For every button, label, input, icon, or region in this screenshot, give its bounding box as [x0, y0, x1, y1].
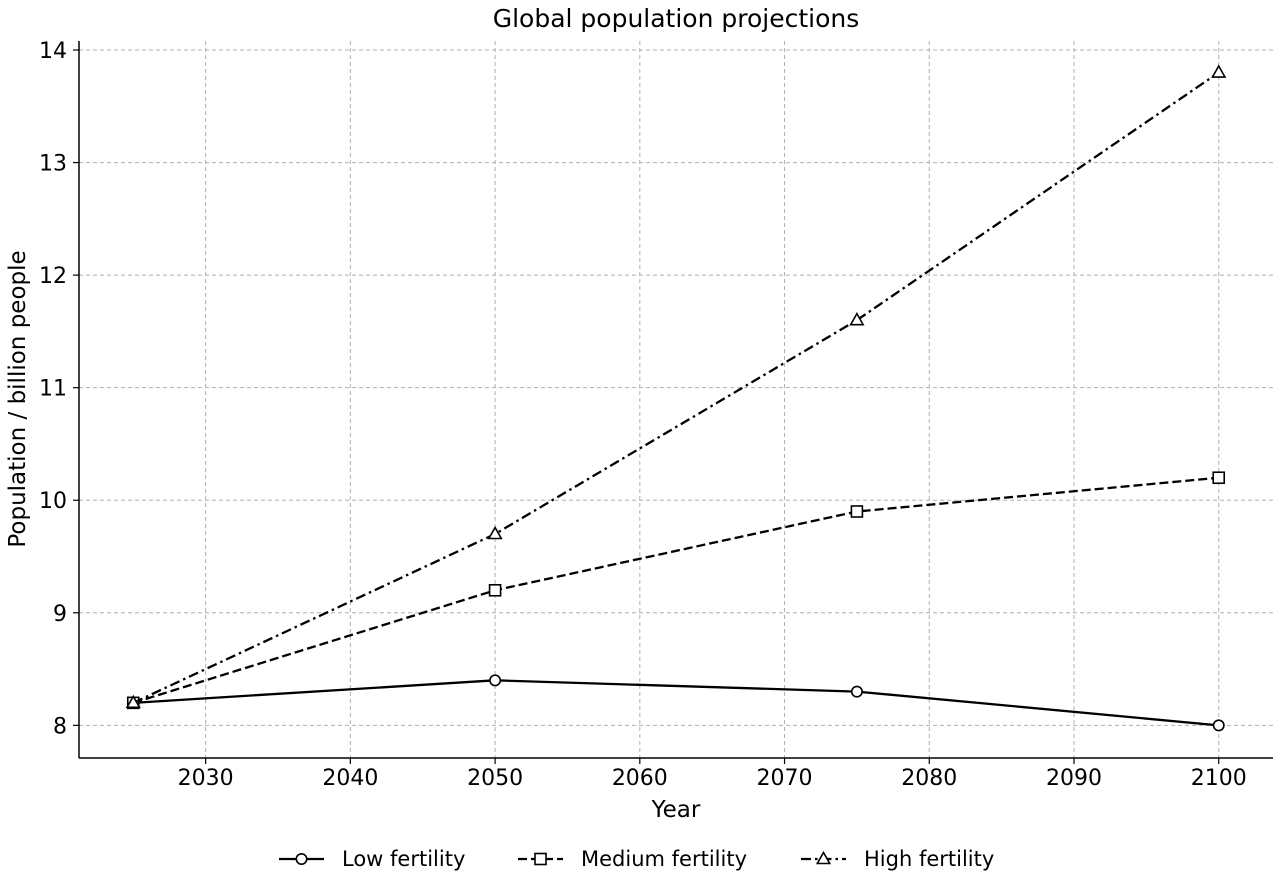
x-tick-label: 2040: [322, 766, 378, 791]
data-point-medium-fertility: [1212, 471, 1226, 485]
axes: 2030 2040 2050 2060 2070 2080 2090 2100 8 9 10 11 12…: [39, 39, 1273, 791]
series-medium-fertility: [126, 471, 1226, 710]
data-point-low-fertility: [1212, 719, 1225, 732]
legend-marker-low-fertility: [295, 852, 308, 865]
x-tick-label: 2100: [1191, 766, 1247, 791]
y-tick-label: 13: [39, 152, 67, 177]
legend: Low fertility Medium fertility High fertil…: [279, 847, 994, 871]
legend-item-low-fertility: Low fertility: [279, 847, 465, 871]
x-tick-label: 2090: [1046, 766, 1102, 791]
data-point-high-fertility: [849, 312, 865, 326]
chart-title: Global population projections: [493, 4, 860, 33]
x-tick-label: 2060: [612, 766, 668, 791]
legend-marker-high-fertility: [815, 850, 832, 865]
x-tick-label: 2070: [757, 766, 813, 791]
series-line-medium-fertility: [132, 476, 1219, 704]
data-point-high-fertility: [1211, 64, 1227, 78]
data-point-high-fertility: [487, 525, 503, 540]
series-group: [125, 64, 1227, 732]
y-tick-label: 10: [39, 489, 67, 514]
series-low-fertility: [127, 674, 1225, 732]
y-tick-label: 8: [53, 714, 67, 739]
data-point-low-fertility: [850, 685, 863, 698]
x-tick-label: 2030: [178, 766, 234, 791]
legend-marker-medium-fertility: [534, 852, 547, 866]
data-point-medium-fertility: [488, 583, 502, 597]
legend-label-low-fertility: Low fertility: [342, 847, 465, 871]
x-axis-label: Year: [651, 797, 701, 823]
data-point-high-fertility: [125, 694, 141, 709]
y-tick-label: 12: [39, 264, 67, 289]
y-tick-label: 11: [39, 377, 67, 402]
legend-label-high-fertility: High fertility: [864, 847, 994, 871]
legend-item-high-fertility: High fertility: [801, 847, 994, 871]
x-tick-label: 2050: [467, 766, 523, 791]
legend-item-medium-fertility: Medium fertility: [518, 847, 747, 871]
legend-label-medium-fertility: Medium fertility: [581, 847, 747, 871]
series-high-fertility: [125, 64, 1227, 709]
data-point-medium-fertility: [850, 505, 864, 518]
data-point-low-fertility: [489, 674, 502, 687]
grid: [79, 41, 1273, 758]
y-tick-label: 9: [53, 602, 67, 627]
x-tick-label: 2080: [901, 766, 957, 791]
series-line-high-fertility: [132, 71, 1220, 704]
y-axis-label: Population / billion people: [5, 250, 31, 547]
series-line-low-fertility: [133, 679, 1219, 727]
y-tick-label: 14: [39, 39, 67, 64]
